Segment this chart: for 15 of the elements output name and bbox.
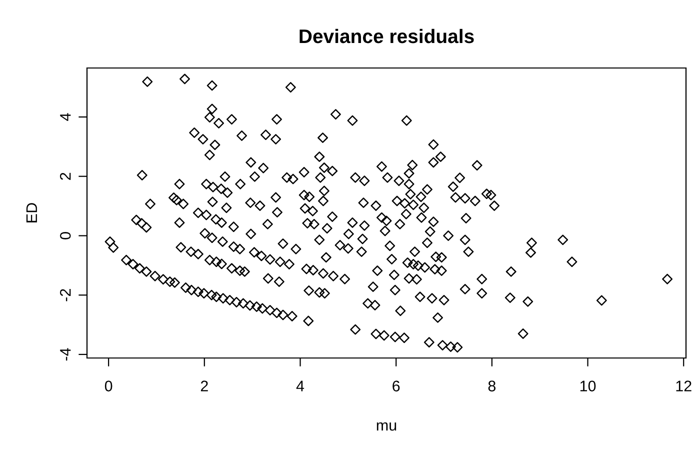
- y-tick-label: 0: [60, 232, 71, 240]
- x-tick-label: 10: [580, 380, 596, 392]
- x-tick-label: 4: [296, 380, 304, 392]
- chart-title: Deviance residuals: [300, 28, 474, 44]
- x-tick-label: 2: [200, 380, 208, 392]
- x-tick-label: 0: [104, 380, 112, 392]
- y-tick-label: 4: [60, 113, 71, 121]
- x-tick-label: 8: [488, 380, 496, 392]
- y-tick-label: -4: [60, 348, 71, 361]
- x-axis-title: mu: [376, 422, 396, 431]
- x-tick-label: 12: [676, 380, 692, 392]
- x-tick-label: 6: [392, 380, 400, 392]
- y-tick-label: 2: [60, 172, 71, 180]
- y-tick-label: -2: [60, 289, 71, 302]
- y-axis-title: ED: [26, 203, 37, 222]
